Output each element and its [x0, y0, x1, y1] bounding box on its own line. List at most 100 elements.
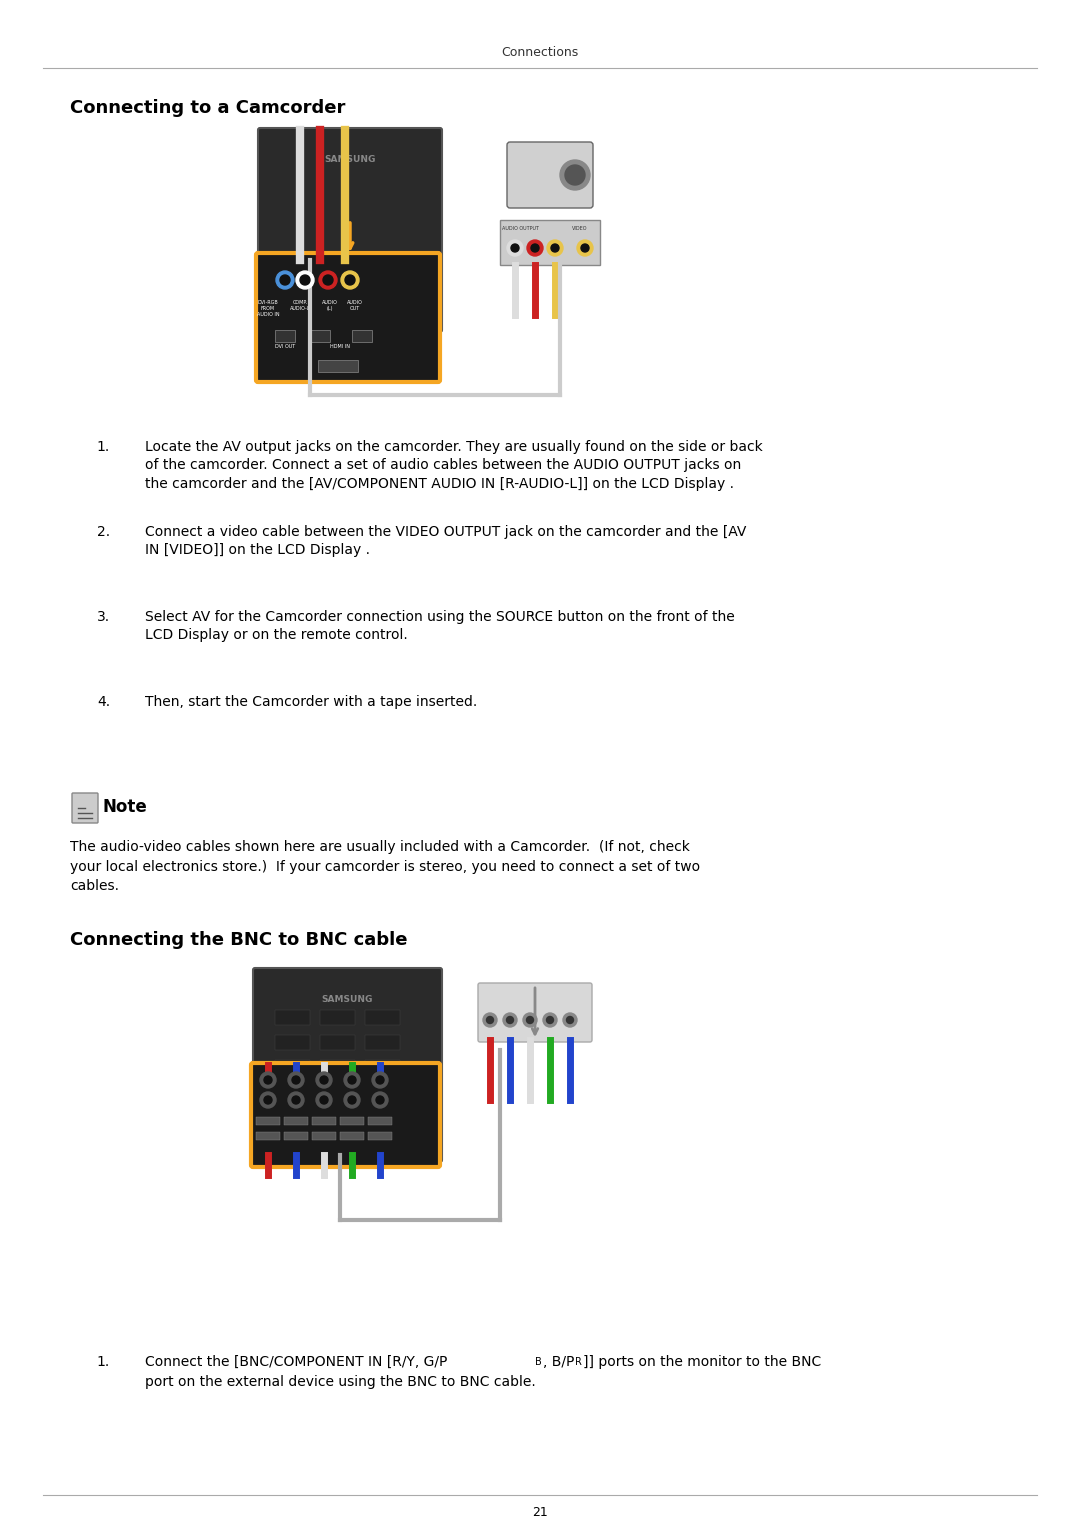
Text: Locate the AV output jacks on the camcorder. They are usually found on the side : Locate the AV output jacks on the camcor…	[145, 440, 762, 490]
Text: , B/P: , B/P	[543, 1354, 575, 1370]
Circle shape	[577, 240, 593, 257]
FancyBboxPatch shape	[72, 793, 98, 823]
Circle shape	[581, 244, 589, 252]
Bar	[256, 1132, 280, 1141]
Circle shape	[260, 1092, 276, 1109]
FancyBboxPatch shape	[507, 142, 593, 208]
Bar	[256, 1116, 280, 1125]
Circle shape	[348, 1077, 356, 1084]
Text: HDMI IN: HDMI IN	[330, 345, 350, 350]
Text: Note: Note	[103, 799, 148, 815]
Text: AUDIO
OUT: AUDIO OUT	[347, 299, 363, 312]
Bar	[320, 1009, 355, 1025]
Circle shape	[300, 275, 310, 286]
Bar	[368, 1116, 392, 1125]
Circle shape	[527, 240, 543, 257]
Text: Connecting to a Camcorder: Connecting to a Camcorder	[70, 99, 346, 118]
Text: 3.: 3.	[97, 609, 110, 625]
Circle shape	[345, 1092, 360, 1109]
Circle shape	[546, 1017, 554, 1023]
Circle shape	[296, 270, 314, 289]
Text: AUDIO OUTPUT: AUDIO OUTPUT	[501, 226, 539, 231]
Circle shape	[345, 1072, 360, 1089]
Text: 1.: 1.	[97, 440, 110, 454]
Text: AUDIO
(L): AUDIO (L)	[322, 299, 338, 312]
Circle shape	[323, 275, 333, 286]
Circle shape	[292, 1077, 300, 1084]
Circle shape	[543, 1012, 557, 1028]
Circle shape	[280, 275, 291, 286]
Circle shape	[264, 1096, 272, 1104]
Text: port on the external device using the BNC to BNC cable.: port on the external device using the BN…	[145, 1374, 536, 1390]
Circle shape	[372, 1072, 388, 1089]
Text: 4.: 4.	[97, 695, 110, 709]
FancyBboxPatch shape	[258, 128, 442, 331]
Bar	[320, 1035, 355, 1051]
Bar	[312, 1116, 336, 1125]
Circle shape	[511, 244, 519, 252]
Circle shape	[563, 1012, 577, 1028]
Text: DVI OUT: DVI OUT	[275, 345, 295, 350]
Text: SAMSUNG: SAMSUNG	[322, 996, 374, 1005]
Text: Connecting the BNC to BNC cable: Connecting the BNC to BNC cable	[70, 931, 407, 948]
Circle shape	[531, 244, 539, 252]
Circle shape	[551, 244, 559, 252]
FancyBboxPatch shape	[478, 983, 592, 1041]
Text: DVI-RGB
FROM
AUDIO IN: DVI-RGB FROM AUDIO IN	[257, 299, 280, 316]
Circle shape	[507, 240, 523, 257]
Text: Then, start the Camcorder with a tape inserted.: Then, start the Camcorder with a tape in…	[145, 695, 477, 709]
Bar	[310, 330, 330, 342]
Bar	[312, 1132, 336, 1141]
Circle shape	[319, 270, 337, 289]
Bar	[368, 1132, 392, 1141]
Text: 2.: 2.	[97, 525, 110, 539]
Circle shape	[345, 275, 355, 286]
Circle shape	[320, 1077, 328, 1084]
Circle shape	[348, 1096, 356, 1104]
Text: VIDEO: VIDEO	[572, 226, 588, 231]
Text: COMP.
AUDIO-L: COMP. AUDIO-L	[289, 299, 310, 312]
Bar	[340, 1132, 364, 1141]
Bar	[284, 1132, 308, 1141]
Circle shape	[316, 1072, 332, 1089]
Circle shape	[292, 1096, 300, 1104]
Circle shape	[376, 1077, 384, 1084]
Bar	[365, 1009, 400, 1025]
Bar	[275, 1009, 310, 1025]
Circle shape	[264, 1077, 272, 1084]
Text: Select AV for the Camcorder connection using the SOURCE button on the front of t: Select AV for the Camcorder connection u…	[145, 609, 734, 643]
FancyBboxPatch shape	[251, 1063, 440, 1167]
Text: Connect a video cable between the VIDEO OUTPUT jack on the camcorder and the [AV: Connect a video cable between the VIDEO …	[145, 525, 746, 557]
Circle shape	[341, 270, 359, 289]
Circle shape	[288, 1072, 303, 1089]
Text: 21: 21	[532, 1507, 548, 1519]
Text: B: B	[535, 1358, 542, 1367]
Text: ]] ports on the monitor to the BNC: ]] ports on the monitor to the BNC	[583, 1354, 821, 1370]
Text: R: R	[575, 1358, 582, 1367]
Bar	[500, 220, 600, 266]
Circle shape	[507, 1017, 513, 1023]
Circle shape	[276, 270, 294, 289]
FancyBboxPatch shape	[253, 968, 442, 1162]
Circle shape	[565, 165, 585, 185]
Text: Connect the [BNC/COMPONENT IN [R/Y, G/P: Connect the [BNC/COMPONENT IN [R/Y, G/P	[145, 1354, 447, 1370]
Circle shape	[486, 1017, 494, 1023]
Bar	[365, 1060, 400, 1075]
Bar	[284, 1116, 308, 1125]
Bar	[340, 1116, 364, 1125]
Bar	[275, 1035, 310, 1051]
Circle shape	[372, 1092, 388, 1109]
Circle shape	[260, 1072, 276, 1089]
Bar	[352, 330, 372, 342]
Circle shape	[561, 160, 590, 189]
Circle shape	[320, 1096, 328, 1104]
Circle shape	[527, 1017, 534, 1023]
FancyBboxPatch shape	[256, 253, 440, 382]
Circle shape	[288, 1092, 303, 1109]
Bar	[318, 360, 357, 373]
Bar	[365, 1035, 400, 1051]
Text: SAMSUNG: SAMSUNG	[324, 156, 376, 165]
Text: The audio-video cables shown here are usually included with a Camcorder.  (If no: The audio-video cables shown here are us…	[70, 840, 700, 893]
Bar	[320, 1060, 355, 1075]
Circle shape	[316, 1092, 332, 1109]
